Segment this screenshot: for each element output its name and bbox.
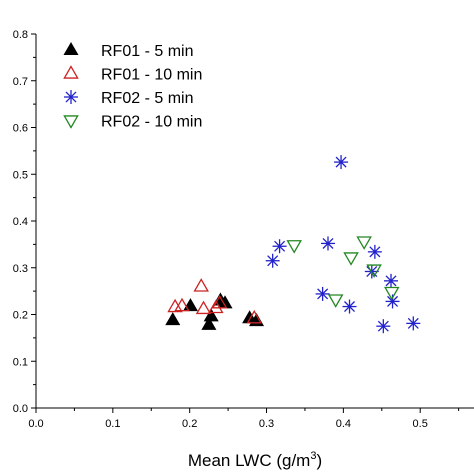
asterisk-stroke: [335, 156, 347, 168]
data-point: [211, 294, 228, 309]
data-point: [367, 244, 382, 259]
legend-label: RF02 - 10 min: [101, 114, 202, 131]
data-point: [384, 273, 399, 288]
data-point: [272, 239, 287, 254]
data-point: [208, 299, 224, 314]
legend-marker: [63, 115, 79, 129]
legend-marker: [64, 90, 78, 104]
data-point: [203, 308, 219, 322]
legend: RF01 - 5 min RF01 - 10 min RF02 - 5 min RF0…: [63, 41, 202, 131]
legend-label: RF01 - 5 min: [101, 43, 193, 60]
asterisk-stroke: [407, 317, 419, 329]
series-group: [265, 155, 421, 334]
x-axis-title-close: ): [316, 451, 322, 470]
asterisk-stroke: [322, 237, 334, 249]
asterisk-stroke: [274, 240, 286, 252]
y-tick-label: 0.5: [13, 169, 28, 181]
legend-label: RF02 - 5 min: [101, 90, 193, 107]
data-point: [406, 316, 421, 331]
data-point: [165, 312, 181, 326]
data-point: [384, 286, 400, 301]
asterisk-stroke: [267, 255, 279, 267]
asterisk-stroke: [387, 295, 399, 307]
legend-marker: [63, 65, 79, 79]
x-axis-title-main: Mean LWC (g/m: [188, 451, 311, 470]
y-tick-label: 0.0: [13, 403, 28, 415]
data-point: [286, 240, 302, 254]
data-point: [334, 155, 349, 170]
x-tick-label: 0.2: [182, 418, 197, 430]
data-points: [165, 155, 421, 334]
x-tick-label: 0.4: [336, 418, 351, 430]
y-tick-label: 0.8: [13, 29, 28, 41]
data-point: [246, 309, 263, 324]
x-tick-label: 0.3: [259, 418, 274, 430]
series-group: [167, 278, 263, 324]
series-group: [286, 236, 400, 308]
data-point: [315, 286, 330, 301]
data-point: [376, 319, 391, 334]
y-tick-label: 0.3: [13, 263, 28, 275]
data-point: [201, 316, 217, 330]
data-point: [265, 253, 280, 268]
x-axis-title-superscript: 3: [310, 450, 316, 462]
asterisk-stroke: [377, 320, 389, 332]
legend-marker: [63, 41, 79, 56]
y-tick-label: 0.6: [13, 123, 28, 135]
x-axis-title: Mean LWC (g/m3): [188, 450, 322, 470]
data-point: [327, 294, 344, 308]
x-tick-label: 0.5: [413, 418, 428, 430]
x-tick-label: 0.1: [105, 418, 120, 430]
asterisk-stroke: [65, 91, 77, 103]
asterisk-stroke: [344, 301, 356, 313]
asterisk-stroke: [317, 288, 329, 300]
data-point: [321, 236, 335, 251]
y-tick-label: 0.4: [13, 216, 28, 228]
y-tick-label: 0.7: [13, 76, 28, 88]
data-point: [366, 264, 382, 278]
x-tick-label: 0.0: [28, 418, 43, 430]
data-point: [193, 278, 209, 292]
data-point: [195, 300, 212, 315]
data-point: [356, 236, 372, 250]
asterisk-stroke: [369, 246, 381, 258]
data-point: [343, 252, 359, 266]
data-point: [174, 297, 190, 312]
tick-labels: 0.0 0.1 0.2 0.3 0.4 0.5 0.0 0.1 0.2 0.3 0.4 0.5 0.6 0…: [13, 29, 428, 430]
legend-label: RF01 - 10 min: [101, 67, 202, 84]
y-tick-label: 0.1: [13, 356, 28, 368]
data-point: [342, 299, 357, 314]
asterisk-stroke: [385, 275, 397, 287]
ticks: [31, 33, 460, 413]
y-tick-label: 0.2: [13, 310, 28, 322]
